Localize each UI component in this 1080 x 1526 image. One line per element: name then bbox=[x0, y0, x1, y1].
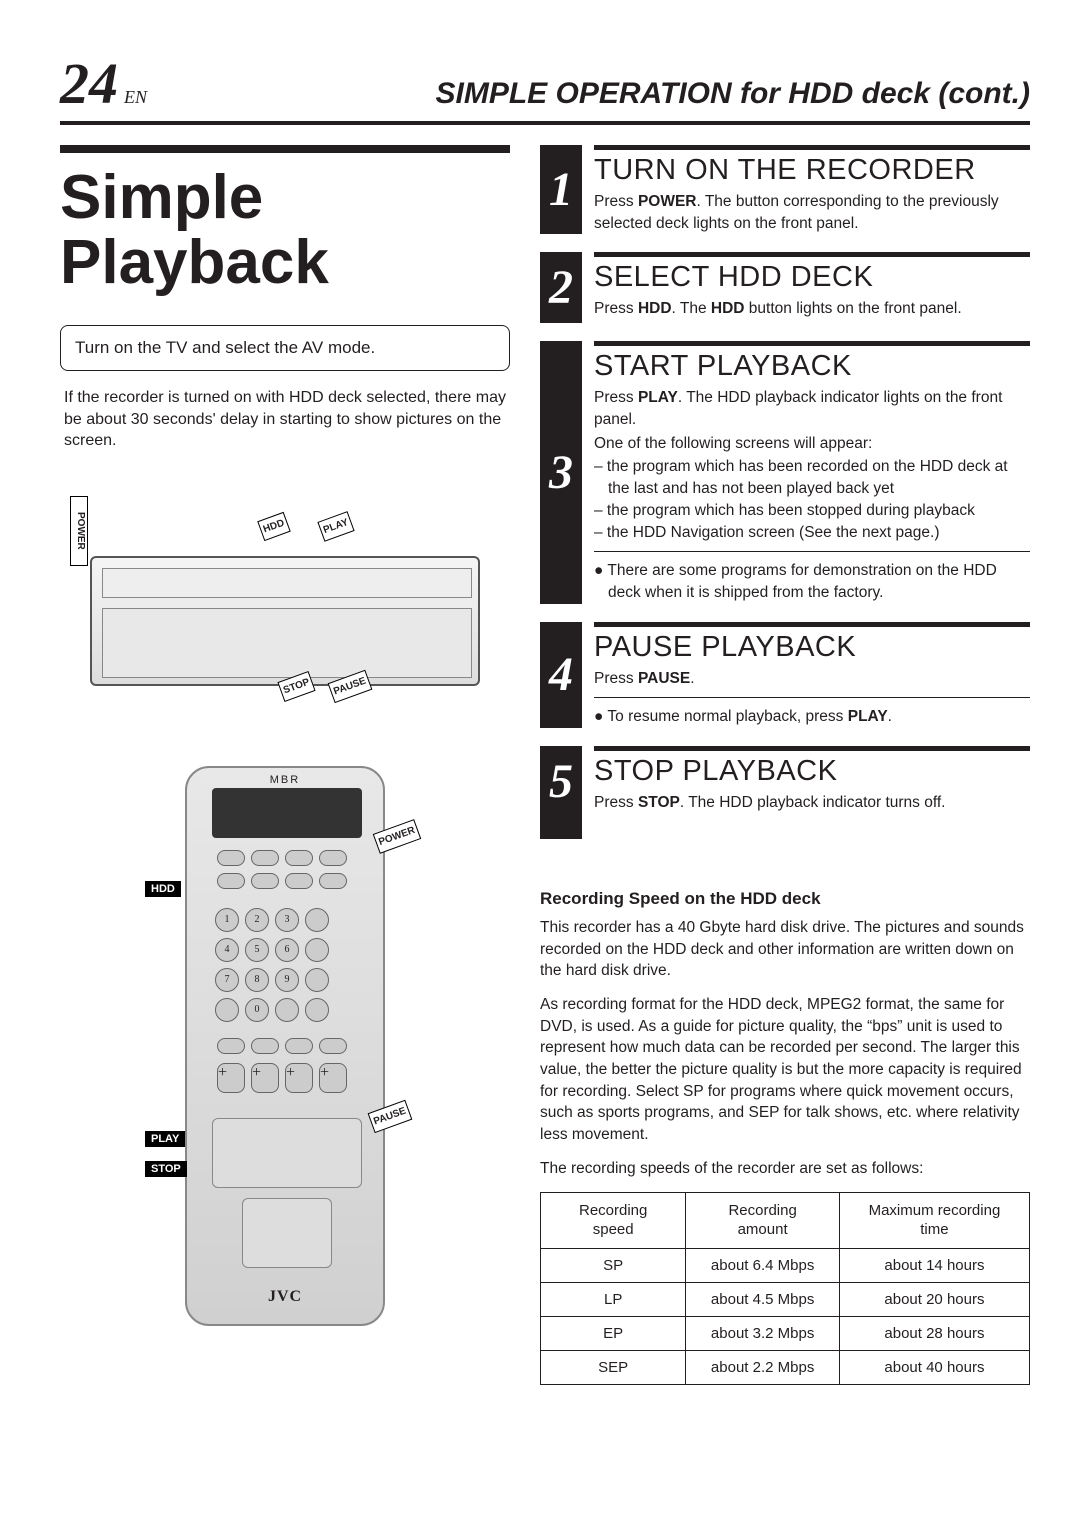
step-title: START PLAYBACK bbox=[594, 341, 1030, 383]
page-number: 24 bbox=[60, 50, 118, 117]
step-bullet: ● There are some programs for demonstrat… bbox=[594, 560, 1030, 603]
remote-play-label: PLAY bbox=[145, 1131, 185, 1147]
page-header: 24 EN SIMPLE OPERATION for HDD deck (con… bbox=[60, 50, 1030, 125]
table-header: Recording amount bbox=[686, 1192, 840, 1248]
play-callout: PLAY bbox=[317, 511, 354, 542]
hdd-callout: HDD bbox=[257, 512, 290, 541]
remote-hdd-label: HDD bbox=[145, 881, 181, 897]
step-sub: One of the following screens will appear… bbox=[594, 433, 1030, 455]
step-2: 2 SELECT HDD DECK Press HDD. The HDD but… bbox=[540, 252, 1030, 323]
recording-section: Recording Speed on the HDD deck This rec… bbox=[540, 889, 1030, 1385]
remote-diagram: MBR 123 456 789 0 ++++ JVC HDD PLAY STOP bbox=[145, 766, 425, 1326]
remote-brand-top: MBR bbox=[187, 774, 383, 786]
step-1: 1 TURN ON THE RECORDER Press POWER. The … bbox=[540, 145, 1030, 234]
step-title: PAUSE PLAYBACK bbox=[594, 622, 1030, 664]
step-text: Press PLAY. The HDD playback indicator l… bbox=[594, 387, 1030, 430]
vcr-body bbox=[90, 556, 480, 686]
step-title: SELECT HDD DECK bbox=[594, 252, 1030, 294]
tv-note-box: Turn on the TV and select the AV mode. bbox=[60, 325, 510, 371]
remote-screen bbox=[212, 788, 362, 838]
step-title: STOP PLAYBACK bbox=[594, 746, 1030, 788]
step-title: TURN ON THE RECORDER bbox=[594, 145, 1030, 187]
step-number: 5 bbox=[540, 746, 582, 839]
remote-brand: JVC bbox=[187, 1288, 383, 1306]
recording-title: Recording Speed on the HDD deck bbox=[540, 889, 1030, 909]
main-title: Simple Playback bbox=[60, 145, 510, 295]
remote-body: MBR 123 456 789 0 ++++ JVC bbox=[185, 766, 385, 1326]
recording-p2: As recording format for the HDD deck, MP… bbox=[540, 994, 1030, 1146]
main-title-1: Simple bbox=[60, 163, 263, 232]
power-label: POWER bbox=[70, 496, 88, 566]
step-5: 5 STOP PLAYBACK Press STOP. The HDD play… bbox=[540, 746, 1030, 839]
step-4: 4 PAUSE PLAYBACK Press PAUSE. ● To resum… bbox=[540, 622, 1030, 728]
vcr-diagram: POWER HDD PLAY STOP PAUSE bbox=[60, 476, 510, 706]
step-bullet: ● To resume normal playback, press PLAY. bbox=[594, 706, 1030, 728]
step-list: – the program which has been recorded on… bbox=[594, 456, 1030, 543]
table-header: Maximum recording time bbox=[839, 1192, 1029, 1248]
step-number: 3 bbox=[540, 341, 582, 603]
table-row: SEPabout 2.2 Mbpsabout 40 hours bbox=[541, 1350, 1030, 1384]
divider bbox=[594, 697, 1030, 698]
table-header: Recording speed bbox=[541, 1192, 686, 1248]
step-text: Press STOP. The HDD playback indicator t… bbox=[594, 792, 1030, 814]
list-item: – the program which has been stopped dur… bbox=[594, 500, 1030, 522]
recording-table: Recording speed Recording amount Maximum… bbox=[540, 1192, 1030, 1385]
step-number: 2 bbox=[540, 252, 582, 323]
step-number: 4 bbox=[540, 622, 582, 728]
step-text: Press POWER. The button corresponding to… bbox=[594, 191, 1030, 234]
table-row: SPabout 6.4 Mbpsabout 14 hours bbox=[541, 1248, 1030, 1282]
page-lang: EN bbox=[124, 87, 147, 108]
step-text: Press PAUSE. bbox=[594, 668, 1030, 690]
list-item: – the program which has been recorded on… bbox=[594, 456, 1030, 499]
divider bbox=[594, 551, 1030, 552]
recording-p1: This recorder has a 40 Gbyte hard disk d… bbox=[540, 917, 1030, 982]
vcr-panel bbox=[102, 608, 472, 678]
step-3: 3 START PLAYBACK Press PLAY. The HDD pla… bbox=[540, 341, 1030, 603]
step-text: Press HDD. The HDD button lights on the … bbox=[594, 298, 1030, 320]
step-number: 1 bbox=[540, 145, 582, 234]
table-row: EPabout 3.2 Mbpsabout 28 hours bbox=[541, 1316, 1030, 1350]
remote-transport bbox=[212, 1118, 362, 1188]
remote-stop-label: STOP bbox=[145, 1161, 187, 1177]
table-row: LPabout 4.5 Mbpsabout 20 hours bbox=[541, 1282, 1030, 1316]
delay-note: If the recorder is turned on with HDD de… bbox=[60, 387, 510, 452]
list-item: – the HDD Navigation screen (See the nex… bbox=[594, 522, 1030, 544]
header-title: SIMPLE OPERATION for HDD deck (cont.) bbox=[436, 77, 1030, 111]
remote-dpad bbox=[242, 1198, 332, 1268]
recording-p3: The recording speeds of the recorder are… bbox=[540, 1158, 1030, 1180]
table-row: Recording speed Recording amount Maximum… bbox=[541, 1192, 1030, 1248]
vcr-slot bbox=[102, 568, 472, 598]
main-title-2: Playback bbox=[60, 228, 329, 297]
